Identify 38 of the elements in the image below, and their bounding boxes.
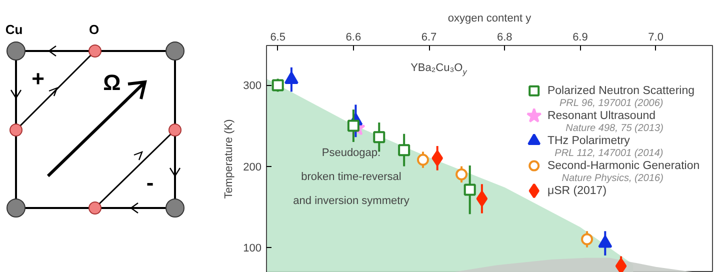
y-tick-label: 100	[243, 242, 262, 254]
point	[398, 144, 410, 156]
x-tick-label: 6.5	[270, 32, 286, 44]
point	[598, 235, 612, 248]
text: +	[32, 66, 44, 91]
x-tick-label: 7.0	[648, 32, 664, 44]
point	[416, 154, 429, 166]
point	[272, 79, 284, 92]
text: O	[88, 22, 100, 37]
annotation: PRL 112, 147001 (2014)	[554, 148, 664, 159]
point	[476, 190, 488, 207]
point	[432, 150, 444, 166]
x-axis-title: oxygen content y	[448, 12, 532, 24]
text: Ω	[103, 70, 121, 95]
annotation: Nature 498, 75 (2013)	[566, 122, 664, 134]
x-tick-label: 6.8	[496, 32, 512, 44]
point	[373, 131, 386, 144]
legend-label: THz Polarimetry	[547, 134, 630, 147]
annotation: Pseudogap: broken time-reversal and inversion symmetry	[293, 147, 410, 208]
x-tick-label: 6.6	[346, 32, 362, 44]
legend-label: μSR (2017)	[547, 184, 607, 197]
x-tick-label: 6.7	[421, 32, 437, 44]
legend-label: Second-Harmonic Generation	[547, 160, 700, 172]
point	[456, 168, 468, 180]
y-tick-label: 200	[243, 161, 262, 174]
annotation: Nature Physics, (2016)	[562, 172, 664, 184]
point	[615, 258, 627, 272]
text: -	[146, 170, 154, 195]
point	[464, 184, 476, 196]
x-tick-label: 6.9	[572, 32, 588, 44]
y-axis-title: Temperature (K)	[223, 119, 236, 199]
y-tick-label: 300	[243, 80, 262, 92]
text: Cu	[5, 22, 23, 37]
point	[581, 233, 594, 246]
legend-label: Resonant Ultrasound	[547, 110, 656, 122]
point	[347, 120, 360, 132]
legend-label: Polarized Neutron Scattering	[547, 84, 695, 97]
annotation: PRL 96, 197001 (2006)	[559, 98, 664, 109]
